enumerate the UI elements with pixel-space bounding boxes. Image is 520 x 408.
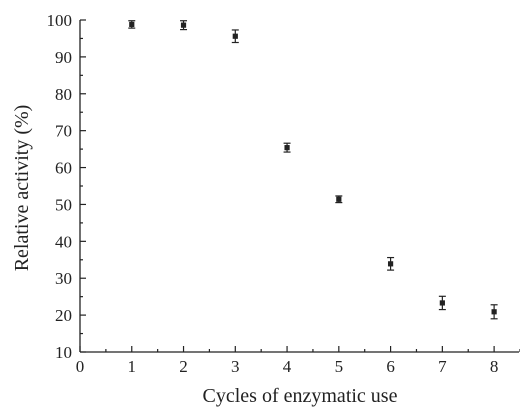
y-tick-label: 10	[55, 343, 72, 362]
y-tick-label: 40	[55, 232, 72, 251]
data-point	[128, 20, 136, 29]
y-tick-label: 80	[55, 85, 72, 104]
x-axis-title: Cycles of enzymatic use	[203, 385, 398, 407]
marker	[491, 309, 497, 315]
x-tick-label: 2	[179, 357, 188, 376]
y-tick-label: 30	[55, 269, 72, 288]
x-tick-label: 8	[490, 357, 499, 376]
y-tick-label: 50	[55, 195, 72, 214]
x-tick-label: 0	[76, 357, 85, 376]
data-point	[438, 295, 446, 311]
y-tick-label: 20	[55, 306, 72, 325]
x-tick-label: 1	[128, 357, 137, 376]
x-tick-label: 7	[438, 357, 447, 376]
data-point	[180, 20, 188, 31]
data-point	[335, 195, 343, 204]
y-axis-title: Relative activity (%)	[11, 105, 33, 272]
y-tick-label: 100	[47, 11, 73, 30]
y-tick-label: 70	[55, 122, 72, 141]
axes	[79, 20, 519, 353]
y-tick-label: 60	[55, 159, 72, 178]
data-point	[231, 29, 239, 44]
marker	[336, 196, 342, 202]
data-point	[387, 256, 395, 271]
marker	[180, 22, 187, 28]
y-tick-label: 90	[55, 48, 72, 67]
x-tick-label: 5	[335, 357, 344, 376]
x-tick-label: 3	[231, 357, 240, 376]
data-points	[128, 20, 498, 320]
marker	[284, 145, 290, 151]
data-point	[283, 142, 291, 153]
marker	[387, 261, 394, 267]
x-tick-label: 4	[283, 357, 292, 376]
marker	[129, 21, 135, 28]
ticks: 0 1 2 3 4 5 6 7 8 10 20 30 40 50 60 70 80 90 100	[47, 11, 520, 376]
x-tick-label: 6	[386, 357, 395, 376]
marker	[232, 33, 238, 39]
data-point	[490, 304, 498, 320]
marker	[439, 300, 445, 306]
